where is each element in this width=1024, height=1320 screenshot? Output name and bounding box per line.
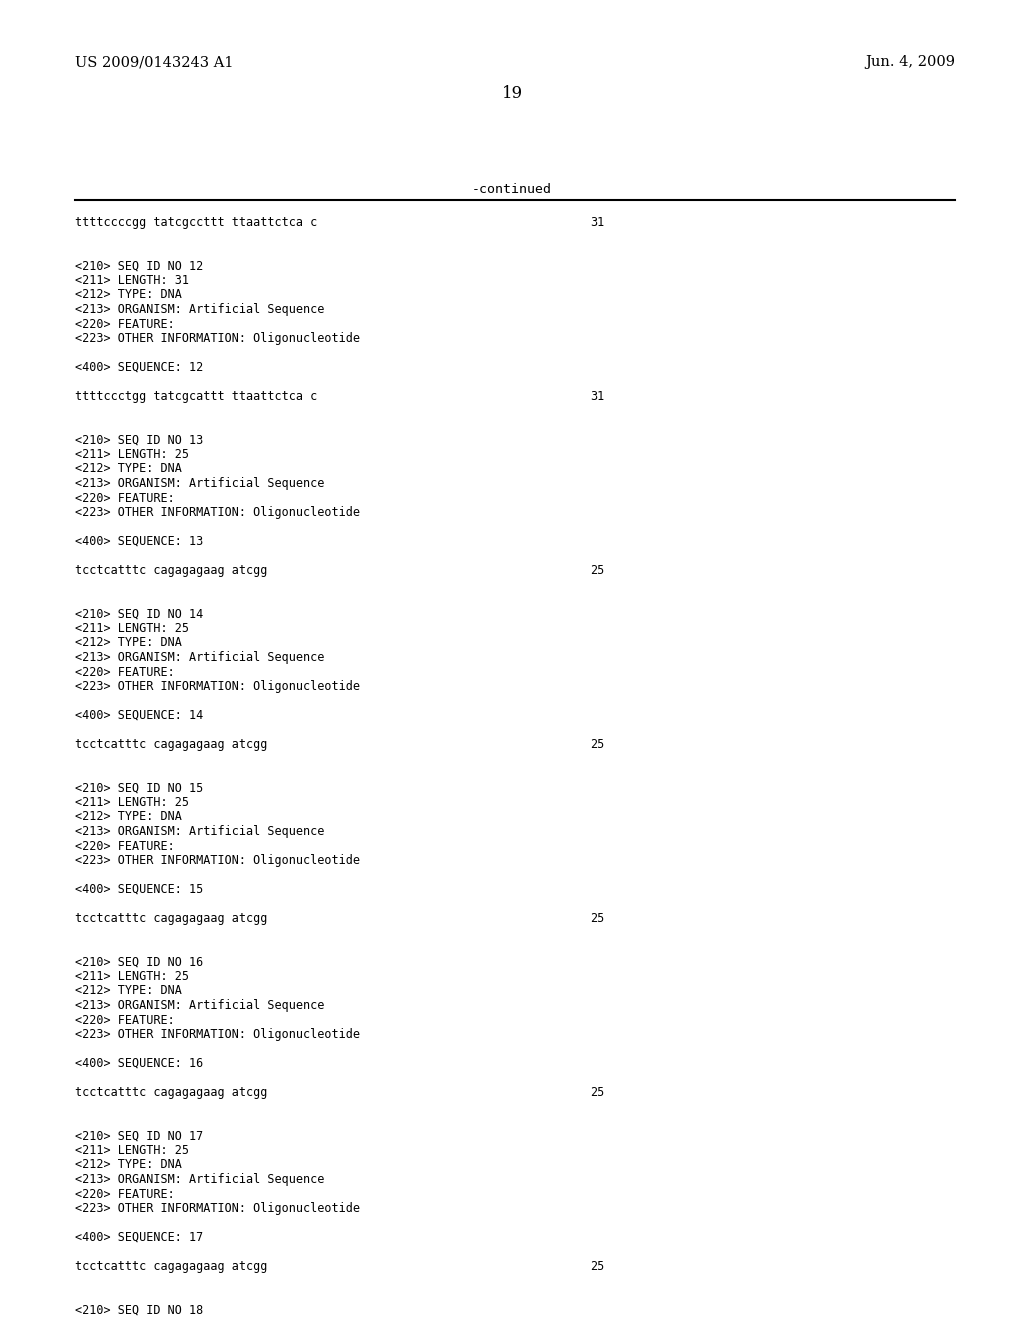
Text: <223> OTHER INFORMATION: Oligonucleotide: <223> OTHER INFORMATION: Oligonucleotide — [75, 333, 360, 345]
Text: <211> LENGTH: 25: <211> LENGTH: 25 — [75, 1144, 189, 1158]
Text: 31: 31 — [590, 216, 604, 228]
Text: <223> OTHER INFORMATION: Oligonucleotide: <223> OTHER INFORMATION: Oligonucleotide — [75, 680, 360, 693]
Text: tcctcatttc cagagagaag atcgg: tcctcatttc cagagagaag atcgg — [75, 912, 267, 925]
Text: US 2009/0143243 A1: US 2009/0143243 A1 — [75, 55, 233, 69]
Text: <220> FEATURE:: <220> FEATURE: — [75, 665, 175, 678]
Text: <213> ORGANISM: Artificial Sequence: <213> ORGANISM: Artificial Sequence — [75, 825, 325, 838]
Text: ttttccctgg tatcgcattt ttaattctca c: ttttccctgg tatcgcattt ttaattctca c — [75, 389, 317, 403]
Text: <220> FEATURE:: <220> FEATURE: — [75, 318, 175, 330]
Text: <211> LENGTH: 25: <211> LENGTH: 25 — [75, 622, 189, 635]
Text: Jun. 4, 2009: Jun. 4, 2009 — [865, 55, 955, 69]
Text: <211> LENGTH: 25: <211> LENGTH: 25 — [75, 970, 189, 983]
Text: <211> LENGTH: 31: <211> LENGTH: 31 — [75, 275, 189, 286]
Text: <400> SEQUENCE: 14: <400> SEQUENCE: 14 — [75, 709, 203, 722]
Text: <213> ORGANISM: Artificial Sequence: <213> ORGANISM: Artificial Sequence — [75, 651, 325, 664]
Text: 25: 25 — [590, 564, 604, 577]
Text: ttttccccgg tatcgccttt ttaattctca c: ttttccccgg tatcgccttt ttaattctca c — [75, 216, 317, 228]
Text: <223> OTHER INFORMATION: Oligonucleotide: <223> OTHER INFORMATION: Oligonucleotide — [75, 1028, 360, 1041]
Text: <400> SEQUENCE: 15: <400> SEQUENCE: 15 — [75, 883, 203, 896]
Text: 25: 25 — [590, 738, 604, 751]
Text: <220> FEATURE:: <220> FEATURE: — [75, 840, 175, 853]
Text: 25: 25 — [590, 1086, 604, 1100]
Text: <210> SEQ ID NO 14: <210> SEQ ID NO 14 — [75, 607, 203, 620]
Text: <210> SEQ ID NO 12: <210> SEQ ID NO 12 — [75, 260, 203, 272]
Text: 31: 31 — [590, 389, 604, 403]
Text: tcctcatttc cagagagaag atcgg: tcctcatttc cagagagaag atcgg — [75, 738, 267, 751]
Text: <213> ORGANISM: Artificial Sequence: <213> ORGANISM: Artificial Sequence — [75, 477, 325, 490]
Text: <210> SEQ ID NO 17: <210> SEQ ID NO 17 — [75, 1130, 203, 1143]
Text: <220> FEATURE:: <220> FEATURE: — [75, 1014, 175, 1027]
Text: <213> ORGANISM: Artificial Sequence: <213> ORGANISM: Artificial Sequence — [75, 1173, 325, 1185]
Text: <210> SEQ ID NO 16: <210> SEQ ID NO 16 — [75, 956, 203, 969]
Text: <210> SEQ ID NO 13: <210> SEQ ID NO 13 — [75, 433, 203, 446]
Text: <211> LENGTH: 25: <211> LENGTH: 25 — [75, 447, 189, 461]
Text: <212> TYPE: DNA: <212> TYPE: DNA — [75, 985, 182, 998]
Text: <210> SEQ ID NO 15: <210> SEQ ID NO 15 — [75, 781, 203, 795]
Text: 25: 25 — [590, 1261, 604, 1272]
Text: <223> OTHER INFORMATION: Oligonucleotide: <223> OTHER INFORMATION: Oligonucleotide — [75, 1203, 360, 1214]
Text: <212> TYPE: DNA: <212> TYPE: DNA — [75, 636, 182, 649]
Text: <223> OTHER INFORMATION: Oligonucleotide: <223> OTHER INFORMATION: Oligonucleotide — [75, 506, 360, 519]
Text: 25: 25 — [590, 912, 604, 925]
Text: <212> TYPE: DNA: <212> TYPE: DNA — [75, 810, 182, 824]
Text: <400> SEQUENCE: 13: <400> SEQUENCE: 13 — [75, 535, 203, 548]
Text: <400> SEQUENCE: 12: <400> SEQUENCE: 12 — [75, 360, 203, 374]
Text: 19: 19 — [502, 84, 522, 102]
Text: -continued: -continued — [472, 183, 552, 195]
Text: <212> TYPE: DNA: <212> TYPE: DNA — [75, 462, 182, 475]
Text: tcctcatttc cagagagaag atcgg: tcctcatttc cagagagaag atcgg — [75, 1261, 267, 1272]
Text: tcctcatttc cagagagaag atcgg: tcctcatttc cagagagaag atcgg — [75, 1086, 267, 1100]
Text: <211> LENGTH: 25: <211> LENGTH: 25 — [75, 796, 189, 809]
Text: <213> ORGANISM: Artificial Sequence: <213> ORGANISM: Artificial Sequence — [75, 304, 325, 315]
Text: <212> TYPE: DNA: <212> TYPE: DNA — [75, 1159, 182, 1172]
Text: <213> ORGANISM: Artificial Sequence: <213> ORGANISM: Artificial Sequence — [75, 999, 325, 1012]
Text: <400> SEQUENCE: 17: <400> SEQUENCE: 17 — [75, 1232, 203, 1243]
Text: <210> SEQ ID NO 18: <210> SEQ ID NO 18 — [75, 1304, 203, 1316]
Text: <400> SEQUENCE: 16: <400> SEQUENCE: 16 — [75, 1057, 203, 1071]
Text: <223> OTHER INFORMATION: Oligonucleotide: <223> OTHER INFORMATION: Oligonucleotide — [75, 854, 360, 867]
Text: <220> FEATURE:: <220> FEATURE: — [75, 491, 175, 504]
Text: <220> FEATURE:: <220> FEATURE: — [75, 1188, 175, 1200]
Text: tcctcatttc cagagagaag atcgg: tcctcatttc cagagagaag atcgg — [75, 564, 267, 577]
Text: <212> TYPE: DNA: <212> TYPE: DNA — [75, 289, 182, 301]
